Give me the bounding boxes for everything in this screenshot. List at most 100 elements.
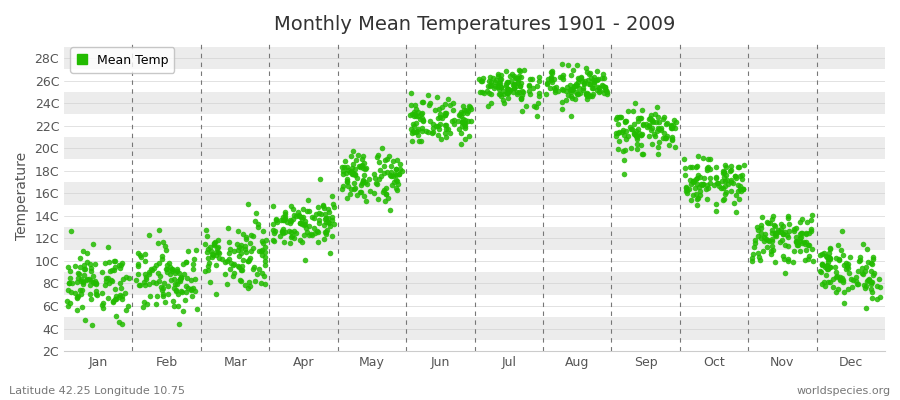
Point [181, 248, 195, 254]
Point [580, 96, 595, 102]
Point [570, 62, 584, 68]
Point [548, 86, 562, 93]
Point [251, 221, 266, 228]
Point [709, 175, 724, 182]
Point [241, 201, 256, 207]
Point [763, 248, 778, 254]
Point [89, 281, 104, 287]
Point [358, 198, 373, 204]
Point [790, 242, 805, 248]
Point [819, 252, 833, 259]
Point [231, 264, 246, 270]
Point [781, 213, 796, 219]
Point [131, 270, 146, 277]
Point [690, 175, 705, 181]
Point [280, 219, 294, 225]
Point [781, 228, 796, 234]
Point [596, 82, 610, 89]
Point [482, 83, 497, 89]
Point [404, 126, 419, 132]
Point [699, 186, 714, 192]
Point [716, 174, 731, 180]
Point [293, 236, 308, 243]
Bar [64, 340, 885, 362]
Point [158, 242, 172, 249]
Point [176, 260, 190, 267]
Point [677, 156, 691, 163]
Point [277, 216, 292, 222]
Point [736, 185, 751, 192]
Point [617, 119, 632, 126]
Point [323, 223, 338, 230]
Point [296, 222, 310, 228]
Point [79, 277, 94, 284]
Point [717, 183, 732, 189]
Point [159, 269, 174, 275]
Point [733, 186, 747, 192]
Point [350, 192, 365, 198]
Point [174, 274, 188, 280]
Point [209, 262, 223, 268]
Point [257, 248, 272, 255]
Point [431, 123, 446, 129]
Point [730, 164, 744, 170]
Point [500, 90, 514, 96]
Point [112, 294, 126, 300]
Point [236, 231, 250, 237]
Point [832, 286, 846, 293]
Point [757, 234, 771, 241]
Point [165, 266, 179, 272]
Point [634, 132, 648, 138]
Point [491, 84, 506, 90]
Point [69, 295, 84, 302]
Point [802, 230, 816, 237]
Point [347, 180, 362, 186]
Point [657, 130, 671, 136]
Point [201, 267, 215, 273]
Point [404, 90, 419, 96]
Point [590, 76, 605, 82]
Point [755, 214, 770, 220]
Point [167, 270, 182, 276]
Point [158, 246, 173, 253]
Point [750, 223, 764, 230]
Point [708, 207, 723, 214]
Point [157, 292, 171, 299]
Point [701, 164, 716, 170]
Point [98, 260, 112, 266]
Point [798, 246, 813, 253]
Point [824, 264, 838, 270]
Point [246, 266, 260, 272]
Point [644, 141, 659, 148]
Point [709, 174, 724, 180]
Point [316, 202, 330, 208]
Bar [64, 250, 885, 272]
Point [114, 260, 129, 266]
Point [751, 250, 765, 256]
Point [79, 276, 94, 282]
Point [781, 258, 796, 264]
Point [312, 220, 327, 226]
Point [285, 206, 300, 213]
Point [457, 121, 472, 128]
Point [439, 134, 454, 140]
Point [500, 95, 515, 101]
Point [502, 87, 517, 93]
Point [727, 173, 742, 180]
Point [198, 241, 212, 248]
Point [798, 230, 813, 236]
Point [635, 151, 650, 158]
Point [113, 284, 128, 291]
Point [407, 113, 421, 119]
Point [491, 71, 506, 77]
Point [503, 73, 517, 79]
Point [165, 268, 179, 274]
Point [778, 241, 792, 248]
Point [112, 318, 126, 325]
Point [428, 106, 443, 113]
Point [181, 285, 195, 292]
Point [354, 189, 368, 195]
Point [177, 270, 192, 277]
Point [645, 119, 660, 125]
Point [690, 163, 705, 170]
